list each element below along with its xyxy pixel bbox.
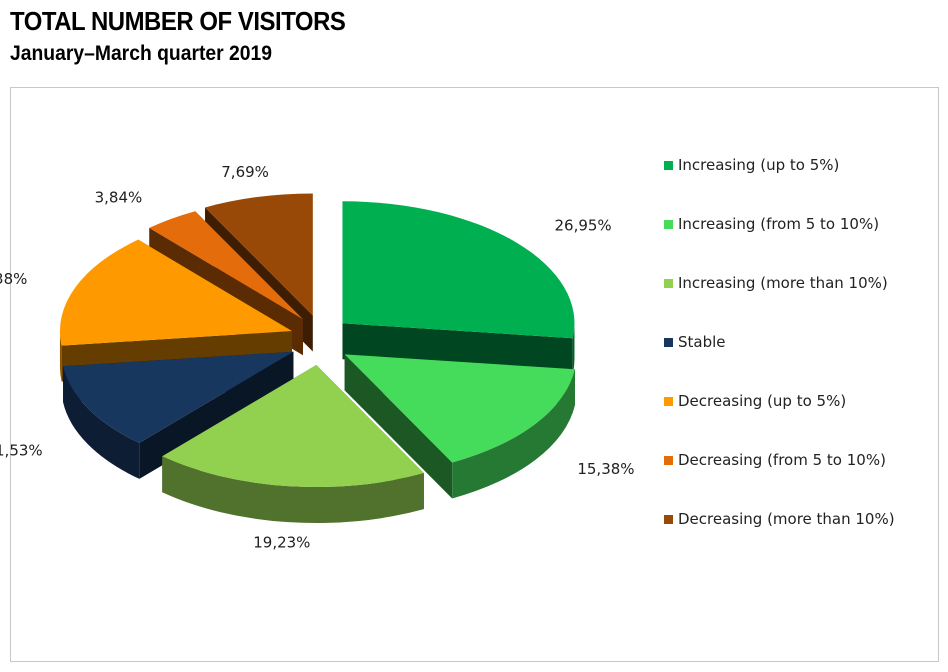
legend-item: Decreasing (more than 10%)	[664, 510, 895, 528]
legend-item: Increasing (from 5 to 10%)	[664, 215, 879, 233]
chart-frame	[10, 87, 939, 662]
slice-data-label: 15,38%	[0, 270, 27, 288]
pie-slice	[342, 201, 575, 375]
pie-labels: 26,95% 15,38% 19,23% 11,53% 15,38% 3,84% 7,69%	[0, 163, 635, 552]
legend-item: Stable	[664, 333, 726, 351]
legend-item: Decreasing (from 5 to 10%)	[664, 451, 886, 469]
legend-label: Increasing (from 5 to 10%)	[678, 215, 879, 233]
legend-swatch	[664, 515, 673, 524]
legend-item: Decreasing (up to 5%)	[664, 392, 846, 410]
legend-swatch	[664, 338, 673, 347]
legend: Increasing (up to 5%) Increasing (from 5 …	[664, 156, 895, 528]
legend-label: Decreasing (from 5 to 10%)	[678, 451, 886, 469]
legend-item: Increasing (more than 10%)	[664, 274, 888, 292]
pie-slice	[344, 354, 575, 499]
legend-label: Stable	[678, 333, 726, 351]
slice-data-label: 3,84%	[95, 189, 143, 207]
legend-label: Increasing (up to 5%)	[678, 156, 839, 174]
legend-swatch	[664, 161, 673, 170]
slice-data-label: 15,38%	[577, 460, 634, 478]
slice-data-label: 26,95%	[554, 217, 611, 235]
chart-subtitle: January–March quarter 2019	[10, 42, 273, 65]
chart-title: TOTAL NUMBER OF VISITORS	[10, 6, 346, 36]
legend-label: Decreasing (more than 10%)	[678, 510, 895, 528]
slice-data-label: 11,53%	[0, 442, 43, 460]
legend-label: Increasing (more than 10%)	[678, 274, 888, 292]
legend-label: Decreasing (up to 5%)	[678, 392, 846, 410]
legend-swatch	[664, 220, 673, 229]
legend-swatch	[664, 397, 673, 406]
slice-data-label: 7,69%	[221, 163, 269, 181]
legend-swatch	[664, 279, 673, 288]
pie-slices	[59, 193, 575, 524]
pie-slice	[162, 365, 424, 524]
legend-swatch	[664, 456, 673, 465]
slice-data-label: 19,23%	[253, 534, 310, 552]
legend-item: Increasing (up to 5%)	[664, 156, 839, 174]
